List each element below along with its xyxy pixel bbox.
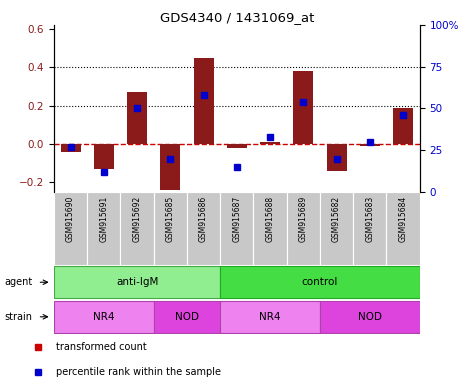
Text: GSM915691: GSM915691 [99, 196, 108, 242]
Bar [320, 192, 353, 265]
Bar [393, 108, 413, 144]
Bar [54, 192, 87, 265]
Text: percentile rank within the sample: percentile rank within the sample [56, 366, 221, 377]
Bar [353, 192, 386, 265]
Bar [154, 301, 220, 333]
Text: transformed count: transformed count [56, 341, 147, 352]
Text: GSM915689: GSM915689 [299, 196, 308, 242]
Bar [54, 266, 220, 298]
Text: GSM915684: GSM915684 [399, 196, 408, 242]
Bar [54, 301, 154, 333]
Bar [220, 266, 420, 298]
Bar [127, 92, 147, 144]
Text: strain: strain [5, 312, 33, 322]
Text: GSM915687: GSM915687 [232, 196, 242, 242]
Bar [260, 142, 280, 144]
Text: NR4: NR4 [259, 312, 281, 322]
Text: agent: agent [5, 277, 33, 287]
Text: GSM915683: GSM915683 [365, 196, 374, 242]
Bar [94, 144, 114, 169]
Bar [386, 192, 420, 265]
Bar [121, 192, 154, 265]
Bar [187, 192, 220, 265]
Text: GSM915692: GSM915692 [133, 196, 142, 242]
Bar [194, 58, 213, 144]
Bar [287, 192, 320, 265]
Text: anti-IgM: anti-IgM [116, 277, 158, 287]
Text: NOD: NOD [175, 312, 199, 322]
Text: NOD: NOD [358, 312, 382, 322]
Text: GSM915690: GSM915690 [66, 196, 75, 242]
Text: NR4: NR4 [93, 312, 114, 322]
Text: GSM915688: GSM915688 [265, 196, 275, 242]
Bar [220, 192, 253, 265]
Bar [294, 71, 313, 144]
Title: GDS4340 / 1431069_at: GDS4340 / 1431069_at [159, 11, 314, 24]
Bar [61, 144, 81, 152]
Text: GSM915685: GSM915685 [166, 196, 175, 242]
Bar [154, 192, 187, 265]
Text: GSM915686: GSM915686 [199, 196, 208, 242]
Bar [160, 144, 180, 190]
Text: control: control [302, 277, 338, 287]
Bar [326, 144, 347, 171]
Bar [87, 192, 121, 265]
Bar [227, 144, 247, 148]
Bar [220, 301, 320, 333]
Bar [253, 192, 287, 265]
Bar [320, 301, 420, 333]
Text: GSM915682: GSM915682 [332, 196, 341, 242]
Bar [360, 144, 380, 146]
